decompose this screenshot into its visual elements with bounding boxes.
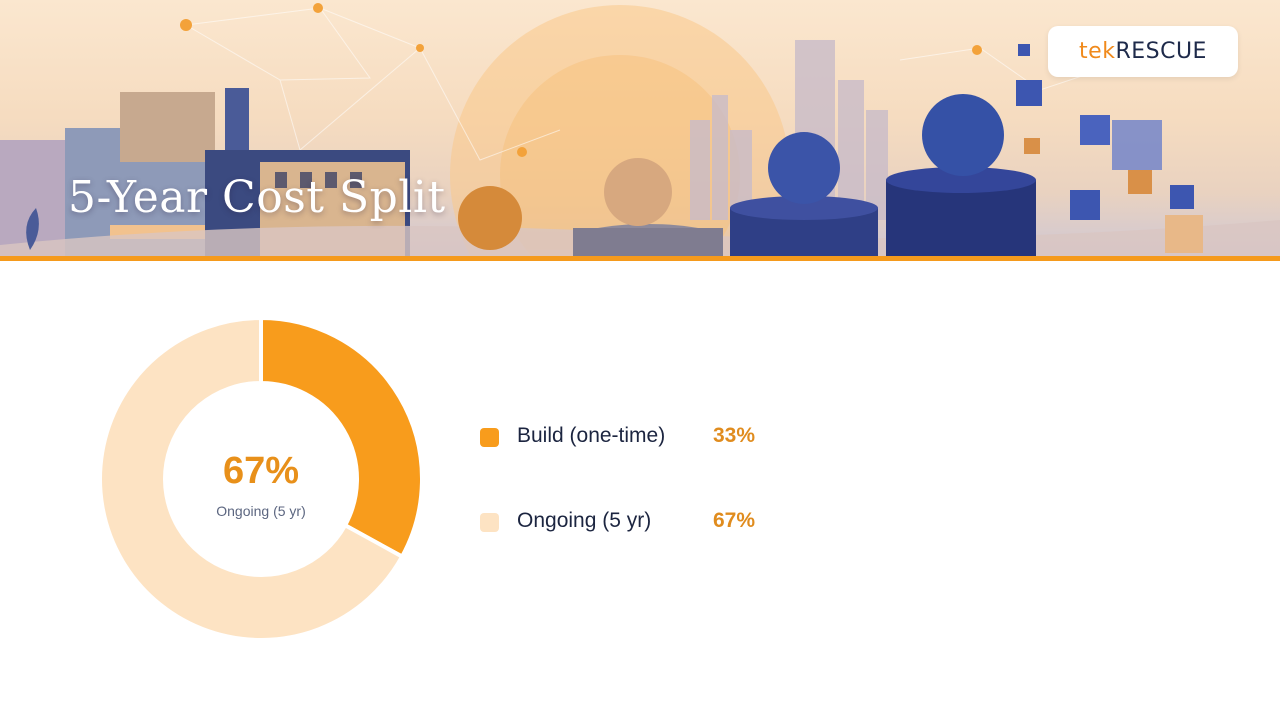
- legend-value-ongoing: 67%: [713, 509, 756, 532]
- logo-text-rescue: RESCUE: [1115, 39, 1207, 64]
- donut-chart-svg: [100, 318, 422, 640]
- company-logo: tekRESCUE: [1048, 26, 1238, 77]
- donut-center-label: Ongoing (5 yr): [216, 503, 306, 519]
- legend-swatch-ongoing: [480, 513, 499, 532]
- page-title: 5-Year Cost Split: [68, 172, 446, 223]
- legend-value-build: 33%: [713, 424, 756, 447]
- header-accent-bar: [0, 256, 1280, 261]
- donut-center-value: 67%: [222, 450, 300, 492]
- banner-illustration: [0, 3, 1280, 257]
- legend-item-ongoing: Ongoing (5 yr) 67%: [480, 505, 800, 539]
- legend-label-build: Build (one-time): [517, 424, 666, 447]
- donut-slice-ongoing: [100, 318, 405, 640]
- donut-chart: [100, 318, 422, 640]
- legend-swatch-build: [480, 428, 499, 447]
- logo-text: tekRESCUE: [1079, 39, 1207, 64]
- legend-item-build: Build (one-time) 33%: [480, 420, 800, 454]
- donut-slice-build: [259, 318, 422, 560]
- logo-text-tek: tek: [1079, 39, 1116, 64]
- legend-label-ongoing: Ongoing (5 yr): [517, 509, 652, 532]
